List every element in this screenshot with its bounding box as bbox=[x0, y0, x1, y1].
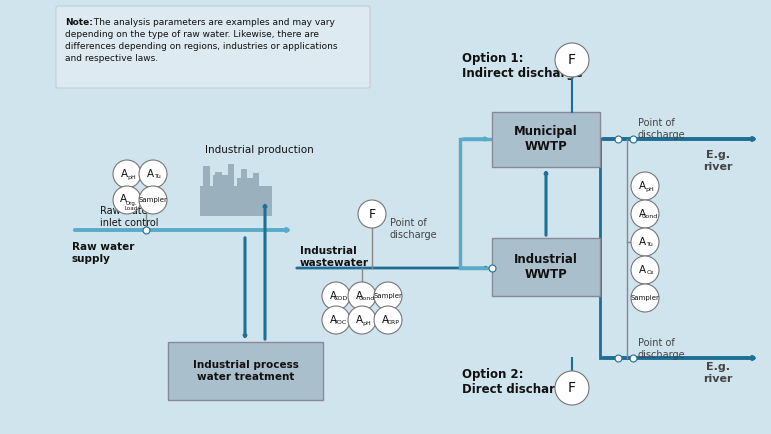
Circle shape bbox=[631, 228, 659, 256]
Text: A: A bbox=[382, 315, 389, 325]
Text: A: A bbox=[638, 265, 645, 275]
Circle shape bbox=[374, 282, 402, 310]
Text: pH: pH bbox=[362, 320, 372, 326]
Text: Note:: Note: bbox=[65, 18, 93, 27]
FancyBboxPatch shape bbox=[492, 238, 600, 296]
Bar bbox=[241, 169, 247, 186]
Text: depending on the type of raw water. Likewise, there are: depending on the type of raw water. Like… bbox=[65, 30, 319, 39]
Bar bbox=[203, 166, 210, 186]
Text: Cond: Cond bbox=[359, 296, 375, 302]
Text: A: A bbox=[120, 194, 127, 204]
Text: Industrial
wastewater: Industrial wastewater bbox=[300, 246, 369, 268]
Bar bbox=[253, 173, 259, 186]
Bar bbox=[200, 186, 272, 216]
Text: differences depending on regions, industries or applications: differences depending on regions, indust… bbox=[65, 42, 338, 51]
Circle shape bbox=[358, 200, 386, 228]
Text: TOC: TOC bbox=[335, 320, 348, 326]
Text: F: F bbox=[369, 207, 375, 220]
Bar bbox=[237, 178, 253, 187]
FancyBboxPatch shape bbox=[168, 342, 323, 400]
Text: A: A bbox=[638, 181, 645, 191]
Circle shape bbox=[348, 306, 376, 334]
Text: Industrial process
water treatment: Industrial process water treatment bbox=[193, 360, 298, 382]
Text: Org.: Org. bbox=[126, 201, 137, 206]
Text: F: F bbox=[568, 381, 576, 395]
Circle shape bbox=[555, 43, 589, 77]
Circle shape bbox=[322, 282, 350, 310]
Circle shape bbox=[113, 160, 141, 188]
Circle shape bbox=[631, 284, 659, 312]
Text: Load: Load bbox=[125, 206, 138, 211]
Circle shape bbox=[631, 256, 659, 284]
Text: Option 2:
Direct discharge: Option 2: Direct discharge bbox=[462, 368, 571, 396]
Text: A: A bbox=[146, 169, 153, 179]
Text: A: A bbox=[355, 291, 362, 301]
Circle shape bbox=[555, 371, 589, 405]
Text: E.g.
river: E.g. river bbox=[703, 362, 732, 384]
Text: COD: COD bbox=[334, 296, 348, 302]
Text: A: A bbox=[638, 237, 645, 247]
Text: Industrial
WWTP: Industrial WWTP bbox=[514, 253, 578, 281]
Circle shape bbox=[374, 306, 402, 334]
Text: Industrial production: Industrial production bbox=[205, 145, 314, 155]
Text: Raw water
supply: Raw water supply bbox=[72, 242, 134, 263]
Text: A: A bbox=[120, 169, 127, 179]
Circle shape bbox=[322, 306, 350, 334]
Bar bbox=[228, 164, 234, 186]
Text: A: A bbox=[329, 291, 337, 301]
Bar bbox=[213, 175, 233, 187]
Text: pH: pH bbox=[128, 174, 136, 180]
Text: E.g.
river: E.g. river bbox=[703, 150, 732, 171]
Circle shape bbox=[139, 160, 167, 188]
Text: F: F bbox=[568, 53, 576, 67]
Text: Sampler: Sampler bbox=[631, 295, 659, 301]
Circle shape bbox=[631, 200, 659, 228]
Text: Tu: Tu bbox=[154, 174, 161, 180]
Text: Point of
discharge: Point of discharge bbox=[638, 118, 685, 140]
Text: Option 1:
Indirect discharge: Option 1: Indirect discharge bbox=[462, 52, 583, 80]
Text: A: A bbox=[638, 209, 645, 219]
Circle shape bbox=[631, 172, 659, 200]
Text: Sampler: Sampler bbox=[139, 197, 167, 203]
Circle shape bbox=[139, 186, 167, 214]
Text: Raw water
inlet control: Raw water inlet control bbox=[100, 206, 159, 227]
Text: pH: pH bbox=[645, 187, 655, 191]
Text: A: A bbox=[329, 315, 337, 325]
Text: Cond: Cond bbox=[642, 214, 658, 220]
Text: Tu: Tu bbox=[647, 243, 654, 247]
Text: Sampler: Sampler bbox=[374, 293, 402, 299]
Circle shape bbox=[113, 186, 141, 214]
Text: ORP: ORP bbox=[386, 320, 399, 326]
Text: and respective laws.: and respective laws. bbox=[65, 54, 158, 63]
Text: Municipal
WWTP: Municipal WWTP bbox=[514, 125, 578, 154]
Circle shape bbox=[348, 282, 376, 310]
Text: Point of
discharge: Point of discharge bbox=[638, 338, 685, 360]
Text: The analysis parameters are examples and may vary: The analysis parameters are examples and… bbox=[91, 18, 335, 27]
FancyBboxPatch shape bbox=[56, 6, 370, 88]
Text: O₂: O₂ bbox=[646, 270, 654, 276]
Text: A: A bbox=[355, 315, 362, 325]
Text: Point of
discharge: Point of discharge bbox=[390, 218, 438, 240]
FancyBboxPatch shape bbox=[492, 112, 600, 167]
Bar bbox=[215, 172, 222, 186]
